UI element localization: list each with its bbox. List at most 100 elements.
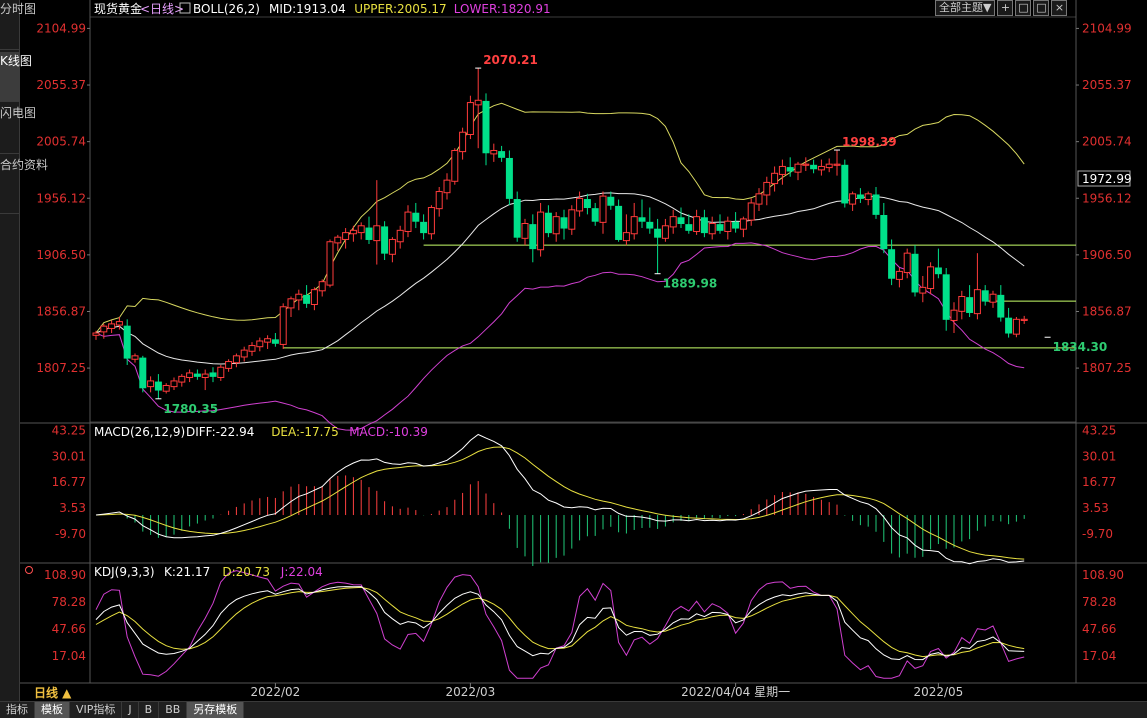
macd-tick-label-right: -9.70 bbox=[1082, 527, 1113, 541]
candle-body bbox=[334, 236, 342, 244]
restore-icon[interactable]: □ bbox=[1015, 0, 1032, 16]
macd-tick-label-left: 30.01 bbox=[52, 449, 86, 463]
candle-body bbox=[92, 332, 100, 336]
candle-body bbox=[638, 217, 646, 222]
candle-body bbox=[240, 349, 248, 358]
tab-bb[interactable]: BB bbox=[159, 702, 188, 718]
macd-dea-line bbox=[95, 446, 1025, 560]
macd-tick-label-right: 30.01 bbox=[1082, 449, 1116, 463]
kdj-tick-label-right: 17.04 bbox=[1082, 649, 1116, 663]
candle-body bbox=[981, 290, 989, 302]
candle-body bbox=[271, 339, 279, 344]
symbol-name: 现货黄金 bbox=[94, 1, 142, 16]
candle-body bbox=[310, 289, 318, 305]
candle-body bbox=[739, 218, 747, 230]
candle-body bbox=[576, 197, 584, 212]
price-tick-label-right: 1807.25 bbox=[1082, 361, 1132, 375]
candle-body bbox=[911, 253, 919, 293]
candle-body bbox=[888, 249, 896, 279]
candle-body bbox=[209, 372, 217, 377]
macd-tick-label-left: 43.25 bbox=[52, 423, 86, 437]
period-selector: 日线 ▲ bbox=[34, 685, 72, 700]
crosshair-icon[interactable]: + bbox=[997, 0, 1014, 16]
tab-save-template[interactable]: 另存模板 bbox=[187, 702, 245, 718]
candle-body bbox=[607, 196, 615, 206]
candle-body bbox=[724, 220, 732, 232]
boll-upper-line bbox=[95, 102, 1025, 334]
tab-j[interactable]: J bbox=[122, 702, 139, 718]
tab-vip-indicators[interactable]: VIP指标 bbox=[70, 702, 123, 718]
period-label: <日线> bbox=[140, 2, 184, 16]
candle-body bbox=[615, 205, 623, 240]
candle-body bbox=[459, 131, 467, 153]
candle-body bbox=[669, 216, 677, 228]
price-tick-label-right: 1856.87 bbox=[1082, 304, 1132, 318]
kdj-settings-icon bbox=[25, 566, 33, 574]
kdj-tick-label-left: 108.90 bbox=[44, 568, 86, 582]
candle-body bbox=[115, 321, 123, 326]
macd-label: MACD(26,12,9) bbox=[94, 425, 185, 439]
candle-body bbox=[154, 381, 162, 391]
candle-body bbox=[498, 151, 506, 158]
kdj-tick-label-left: 47.66 bbox=[52, 622, 86, 636]
high-label: 1998.39 bbox=[842, 135, 897, 149]
candle-body bbox=[677, 217, 685, 224]
candle-body bbox=[303, 294, 311, 304]
kline-chart-canvas[interactable]: 2104.99 2104.99 2055.37 2055.37 2005.74 2005.… bbox=[0, 0, 1147, 701]
macd-tick-label-left: 16.77 bbox=[52, 475, 86, 489]
candle-body bbox=[989, 293, 997, 303]
maximize-icon[interactable]: □ bbox=[1033, 0, 1050, 16]
kdj-legend-value: J:22.04 bbox=[280, 565, 323, 579]
tab-b[interactable]: B bbox=[139, 702, 160, 718]
candle-body bbox=[872, 194, 880, 215]
macd-tick-label-left: -9.70 bbox=[55, 527, 86, 541]
candle-body bbox=[443, 179, 451, 194]
candle-body bbox=[895, 270, 903, 280]
kdj-tick-label-left: 78.28 bbox=[52, 595, 86, 609]
candle-body bbox=[170, 380, 178, 388]
candle-body bbox=[841, 164, 849, 204]
candle-body bbox=[685, 224, 693, 231]
candle-body bbox=[396, 229, 404, 243]
kdj-label: KDJ(9,3,3) bbox=[94, 565, 155, 579]
candle-body bbox=[357, 225, 365, 234]
price-tick-label-right: 1906.50 bbox=[1082, 248, 1132, 262]
candle-body bbox=[763, 181, 771, 196]
candle-body bbox=[599, 195, 607, 223]
candle-body bbox=[420, 221, 428, 234]
candle-body bbox=[373, 225, 381, 242]
price-tick-label-right: 2104.99 bbox=[1082, 21, 1132, 35]
bar-spacer bbox=[244, 702, 1147, 718]
candle-body bbox=[537, 211, 545, 251]
kdj-tick-label-right: 108.90 bbox=[1082, 568, 1124, 582]
macd-tick-label-left: 3.53 bbox=[59, 501, 86, 515]
tab-indicators[interactable]: 指标 bbox=[0, 702, 35, 718]
candle-body bbox=[217, 366, 225, 379]
indicator-tab-bar: 指标 模板 VIP指标 J B BB 另存模板 bbox=[0, 701, 1147, 718]
candle-body bbox=[108, 323, 116, 329]
candle-body bbox=[950, 309, 958, 321]
candle-body bbox=[225, 361, 233, 369]
candle-body bbox=[934, 267, 942, 275]
time-axis-label: 2022/05 bbox=[913, 685, 963, 699]
tab-templates[interactable]: 模板 bbox=[35, 702, 70, 718]
candle-body bbox=[139, 357, 147, 389]
macd-tick-label-right: 43.25 bbox=[1082, 423, 1116, 437]
candle-body bbox=[349, 229, 357, 235]
candle-body bbox=[326, 241, 334, 286]
candle-body bbox=[381, 226, 389, 254]
candle-body bbox=[365, 227, 373, 240]
candle-body bbox=[123, 325, 131, 359]
candle-body bbox=[778, 165, 786, 175]
candle-body bbox=[162, 384, 170, 392]
price-tick-label-right: 1956.12 bbox=[1082, 191, 1132, 205]
macd-tick-label-right: 3.53 bbox=[1082, 501, 1109, 515]
kdj-j-line bbox=[95, 570, 1025, 679]
close-icon[interactable]: × bbox=[1051, 0, 1068, 16]
candle-body bbox=[833, 163, 841, 166]
price-tick-label-left: 1906.50 bbox=[36, 248, 86, 262]
theme-select[interactable]: 全部主题▼ bbox=[935, 0, 996, 16]
candle-body bbox=[802, 163, 810, 166]
indicator-settings-icon bbox=[179, 2, 191, 14]
macd-legend-value: DEA:-17.75 bbox=[271, 425, 339, 439]
